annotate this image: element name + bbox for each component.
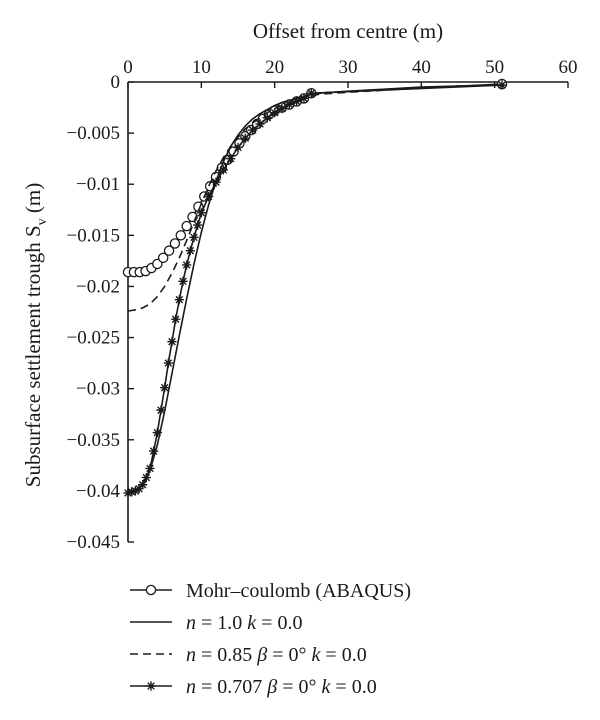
series-4-asterisk-marker [145,463,155,473]
series-4-asterisk-marker [189,232,199,242]
x-tick-label: 60 [559,57,578,78]
x-tick-label: 20 [265,57,284,78]
series-4-asterisk-marker [182,260,192,270]
legend-label: n = 1.0 k = 0.0 [186,612,302,634]
y-tick-label: 0 [111,72,121,93]
y-axis-title-subscript: v [35,218,50,225]
series-4-asterisk-marker [152,428,162,438]
series-1-line [128,83,503,273]
y-tick-label: −0.04 [76,481,120,502]
series-4-asterisk-marker [248,125,258,135]
series-1-circle-marker [181,220,192,232]
x-axis-title: Offset from centre (m) [253,19,443,43]
series-3 [127,84,503,312]
y-axis-title-unit: (m) [21,183,45,219]
y-tick-label: −0.03 [76,379,120,400]
series-1-circle-marker [163,245,175,256]
series-4-asterisk-marker [163,358,173,368]
y-tick-label: −0.045 [67,532,120,553]
x-tick-label: 10 [192,57,211,78]
series-4-asterisk-marker [277,103,287,114]
legend-item: n = 1.0 k = 0.0 [130,612,302,634]
series-4-asterisk-marker [218,165,228,175]
series-4-asterisk-marker [138,480,148,490]
series-1-circle-marker [169,238,181,249]
series-4-asterisk-marker [226,154,236,164]
x-tick-label: 0 [123,57,133,78]
legend: Mohr–coulomb (ABAQUS) n = 1.0 k = 0.0 n = … [130,580,411,698]
series-2-line [127,84,503,494]
x-tick-label: 30 [339,57,358,78]
series-4-asterisk-marker [196,208,206,218]
series-4-asterisk-marker [299,93,309,103]
series-4-line [127,84,503,494]
legend-asterisk-marker [146,681,156,691]
series-4 [123,80,507,498]
series-4-asterisk-marker [149,446,159,456]
legend-circle-marker [145,584,157,596]
series-4-asterisk-marker [262,113,272,123]
series-4-asterisk-marker [160,383,170,393]
series-4-asterisk-marker [178,276,188,286]
series-4-asterisk-marker [167,337,177,347]
x-tick-label: 50 [485,57,504,78]
legend-label: n = 0.707 β = 0° k = 0.0 [186,676,377,698]
series-3-line [127,84,503,312]
series-4-asterisk-marker [171,314,181,324]
series-4-asterisk-marker [292,96,302,107]
series-1 [122,78,508,278]
y-tick-label: −0.015 [67,225,120,246]
axes: 0 10 20 30 40 50 60 0 −0.005 −0.01 −0.015 −0.02 −0.0… [67,57,578,553]
series-4-asterisk-marker [185,246,195,256]
y-tick-label: −0.02 [76,276,120,297]
series-4-asterisk-marker [255,119,265,129]
series-2 [127,84,503,494]
y-tick-label: −0.01 [76,174,120,195]
series-4-asterisk-marker [156,405,166,415]
series-4-asterisk-marker [193,220,203,230]
legend-item: n = 0.85 β = 0° k = 0.0 [130,644,367,666]
legend-item: Mohr–coulomb (ABAQUS) [130,580,411,602]
series-4-asterisk-marker [233,142,243,153]
series-4-asterisk-marker [134,484,144,494]
series-1-circle-marker [175,230,187,241]
series-4-asterisk-marker [211,177,221,187]
y-tick-label: −0.025 [67,328,120,349]
legend-label: Mohr–coulomb (ABAQUS) [186,580,411,602]
legend-item: n = 0.707 β = 0° k = 0.0 [130,676,377,698]
series-4-asterisk-marker [141,473,151,483]
series-4-asterisk-marker [284,99,294,110]
series-4-asterisk-marker [123,488,133,498]
series-1-circle-marker [157,252,169,264]
y-tick-label: −0.005 [67,123,120,144]
series-4-asterisk-marker [204,191,214,202]
y-axis-title: Subsurface settlement trough Sv (m) [21,183,50,487]
series-4-asterisk-marker [306,88,316,98]
series-4-asterisk-marker [497,80,507,90]
plot-area [122,78,508,498]
series-4-asterisk-marker [130,486,140,496]
legend-label: n = 0.85 β = 0° k = 0.0 [186,644,367,666]
series-4-asterisk-marker [174,295,184,305]
y-axis-title-main: Subsurface settlement trough S [21,225,45,487]
series-4-asterisk-marker [127,487,137,497]
y-tick-label: −0.035 [67,430,120,451]
series-4-asterisk-marker [270,108,280,118]
x-tick-label: 40 [412,57,431,78]
series-4-asterisk-marker [240,133,250,143]
